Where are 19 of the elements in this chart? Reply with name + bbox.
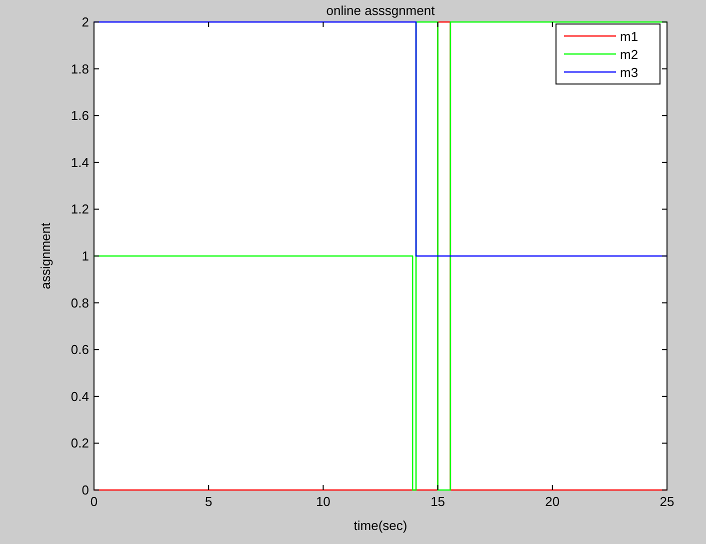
x-tick-label: 20 — [545, 494, 560, 509]
y-tick-label: 2 — [82, 14, 89, 30]
x-tick-label: 10 — [316, 494, 330, 509]
y-tick-label: 1.4 — [70, 154, 89, 170]
y-tick-label: 1.6 — [70, 108, 89, 124]
y-tick-label: 1.2 — [70, 202, 89, 217]
y-tick-label: 1.8 — [70, 61, 89, 76]
y-axis-title: assignment — [38, 222, 53, 290]
x-tick-label: 5 — [204, 494, 212, 509]
y-tick-label: 0.6 — [70, 342, 89, 358]
y-tick-label: 0 — [82, 482, 89, 498]
y-tick-label: 0.8 — [70, 295, 89, 310]
chart-title: online asssgnment — [326, 3, 436, 18]
y-tick-label: 0.2 — [70, 436, 89, 451]
x-tick-label: 15 — [430, 494, 446, 509]
x-tick-label: 25 — [660, 494, 674, 509]
y-tick-label: 1 — [82, 248, 89, 264]
x-axis-title: time(sec) — [354, 518, 408, 533]
y-tick-label: 0.4 — [70, 388, 89, 404]
